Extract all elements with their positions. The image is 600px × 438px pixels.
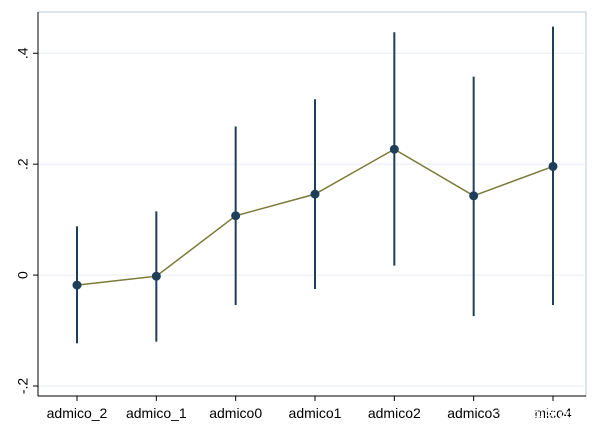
- x-tick-label: admico_1: [126, 405, 187, 421]
- data-points: [72, 144, 558, 290]
- x-axis-ticks: admico_2 admico_1 admico0 admico1 admico2 adm…: [47, 396, 572, 421]
- data-point: [151, 271, 161, 281]
- data-point: [310, 189, 320, 199]
- data-point: [72, 280, 82, 290]
- x-tick-label: mico4: [534, 405, 572, 421]
- gridlines: [38, 52, 586, 387]
- y-tick-label: .4: [15, 47, 31, 59]
- x-tick-label: admico_2: [47, 405, 108, 421]
- data-point: [548, 161, 558, 171]
- watermark-text: 知乎 @陈天君: [498, 405, 586, 422]
- data-point: [389, 144, 399, 154]
- x-tick-label: admico0: [209, 405, 262, 421]
- y-tick-label: -.2: [15, 378, 31, 395]
- data-point: [469, 191, 479, 201]
- y-tick-label: 0: [15, 271, 31, 279]
- x-tick-label: admico2: [368, 405, 421, 421]
- y-axis-ticks: -.2 0 .2 .4: [15, 47, 38, 394]
- watermark: 知乎 @陈天君: [498, 405, 586, 422]
- y-tick-label: .2: [15, 158, 31, 170]
- data-point: [231, 211, 241, 221]
- x-tick-label: admico3: [447, 405, 500, 421]
- x-tick-label: admico1: [289, 405, 342, 421]
